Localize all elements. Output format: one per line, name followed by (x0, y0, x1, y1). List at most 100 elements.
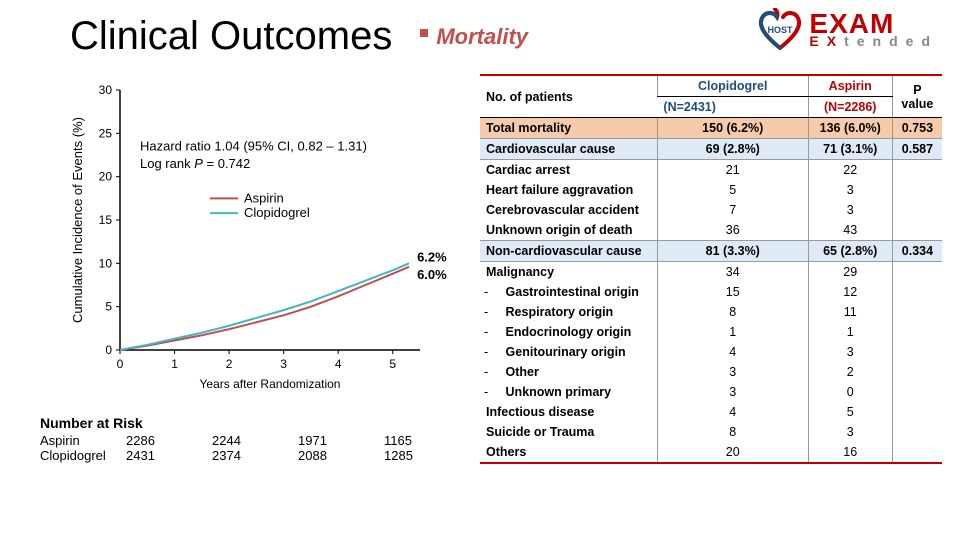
svg-text:25: 25 (99, 126, 113, 140)
col-n-aspirin: (N=2286) (808, 97, 892, 118)
row-value: 0.753 (892, 118, 942, 139)
row-value: 8 (657, 422, 808, 442)
row-value: 15 (657, 282, 808, 302)
row-value: 16 (808, 442, 892, 463)
table-row: Total mortality150 (6.2%)136 (6.0%)0.753 (480, 118, 942, 139)
nar-value: 1971 (298, 433, 384, 448)
table-row: Heart failure aggravation53 (480, 180, 942, 200)
table-row: Unknown origin of death3643 (480, 220, 942, 241)
row-label: Heart failure aggravation (480, 180, 657, 200)
row-label: Respiratory origin (480, 302, 657, 322)
row-value: 5 (808, 402, 892, 422)
svg-text:Hazard ratio 1.04 (95% CI, 0.8: Hazard ratio 1.04 (95% CI, 0.82 – 1.31) (140, 139, 367, 154)
nar-label: Aspirin (40, 433, 126, 448)
row-label: Unknown primary (480, 382, 657, 402)
row-label: Infectious disease (480, 402, 657, 422)
row-value: 20 (657, 442, 808, 463)
row-label: Malignancy (480, 262, 657, 283)
svg-text:Clopidogrel: Clopidogrel (244, 205, 310, 220)
row-value (892, 220, 942, 241)
svg-text:0: 0 (105, 343, 112, 357)
row-value: 0.334 (892, 241, 942, 262)
nar-value: 1165 (384, 433, 470, 448)
nar-title: Number at Risk (40, 415, 470, 431)
table-row: Other32 (480, 362, 942, 382)
row-value: 34 (657, 262, 808, 283)
row-label: Total mortality (480, 118, 657, 139)
table-row: Endocrinology origin11 (480, 322, 942, 342)
km-chart-svg: 051015202530012345Cumulative Incidence o… (70, 80, 470, 400)
row-value (892, 302, 942, 322)
nar-value: 2088 (298, 448, 384, 463)
row-value: 22 (808, 160, 892, 181)
row-value: 0 (808, 382, 892, 402)
row-value: 3 (657, 362, 808, 382)
svg-text:2: 2 (226, 357, 233, 371)
svg-text:20: 20 (99, 170, 113, 184)
svg-text:0: 0 (117, 357, 124, 371)
table-row: Respiratory origin811 (480, 302, 942, 322)
row-value: 43 (808, 220, 892, 241)
logo: HOST EXAM EXtended (755, 8, 938, 52)
table-row: Unknown primary30 (480, 382, 942, 402)
km-chart: 051015202530012345Cumulative Incidence o… (70, 80, 470, 405)
svg-text:5: 5 (105, 300, 112, 314)
row-value: 11 (808, 302, 892, 322)
col-header-clopidogrel: Clopidogrel (657, 75, 808, 97)
heart-icon: HOST (755, 8, 805, 52)
row-value: 65 (2.8%) (808, 241, 892, 262)
row-value: 2 (808, 362, 892, 382)
row-label: Gastrointestinal origin (480, 282, 657, 302)
row-value (892, 342, 942, 362)
svg-text:30: 30 (99, 83, 113, 97)
table-head: No. of patients Clopidogrel Aspirin P va… (480, 75, 942, 118)
row-value: 5 (657, 180, 808, 200)
row-value: 7 (657, 200, 808, 220)
logo-text: EXAM EXtended (809, 12, 938, 48)
nar-value: 2431 (126, 448, 212, 463)
row-label: Non-cardiovascular cause (480, 241, 657, 262)
nar-value: 2244 (212, 433, 298, 448)
nar-row: Clopidogrel2431237420881285 (40, 448, 470, 463)
row-value: 29 (808, 262, 892, 283)
svg-text:Years after Randomization: Years after Randomization (200, 377, 341, 391)
row-value: 3 (808, 200, 892, 220)
table-row: Others2016 (480, 442, 942, 463)
nar-row: Aspirin2286224419711165 (40, 433, 470, 448)
row-label: Other (480, 362, 657, 382)
row-value: 71 (3.1%) (808, 139, 892, 160)
subtitle-bullet (420, 29, 428, 37)
row-value: 4 (657, 402, 808, 422)
row-value (892, 160, 942, 181)
row-label: Endocrinology origin (480, 322, 657, 342)
table-row: Cerebrovascular accident73 (480, 200, 942, 220)
row-label: Cerebrovascular accident (480, 200, 657, 220)
nar-label: Clopidogrel (40, 448, 126, 463)
svg-text:15: 15 (99, 213, 113, 227)
table-body: Total mortality150 (6.2%)136 (6.0%)0.753… (480, 118, 942, 464)
row-value (892, 200, 942, 220)
row-value: 21 (657, 160, 808, 181)
table-row: Infectious disease45 (480, 402, 942, 422)
row-label: Suicide or Trauma (480, 422, 657, 442)
row-value: 3 (657, 382, 808, 402)
svg-text:5: 5 (389, 357, 396, 371)
mortality-table: No. of patients Clopidogrel Aspirin P va… (480, 74, 942, 464)
row-value: 69 (2.8%) (657, 139, 808, 160)
row-label: Cardiac arrest (480, 160, 657, 181)
row-label: Others (480, 442, 657, 463)
logo-ext-gray: tended (844, 33, 938, 49)
col-header-patients: No. of patients (480, 75, 657, 118)
svg-text:Cumulative Incidence of Events: Cumulative Incidence of Events (%) (70, 117, 85, 323)
table-row: Gastrointestinal origin1512 (480, 282, 942, 302)
row-value: 4 (657, 342, 808, 362)
row-value: 12 (808, 282, 892, 302)
svg-text:3: 3 (280, 357, 287, 371)
svg-text:1: 1 (171, 357, 178, 371)
table-row: Genitourinary origin43 (480, 342, 942, 362)
svg-text:10: 10 (99, 256, 113, 270)
col-n-clopidogrel: (N=2431) (657, 97, 808, 118)
header: Clinical Outcomes Mortality HOST EXAM EX… (70, 14, 938, 59)
nar-value: 1285 (384, 448, 470, 463)
row-value: 3 (808, 180, 892, 200)
